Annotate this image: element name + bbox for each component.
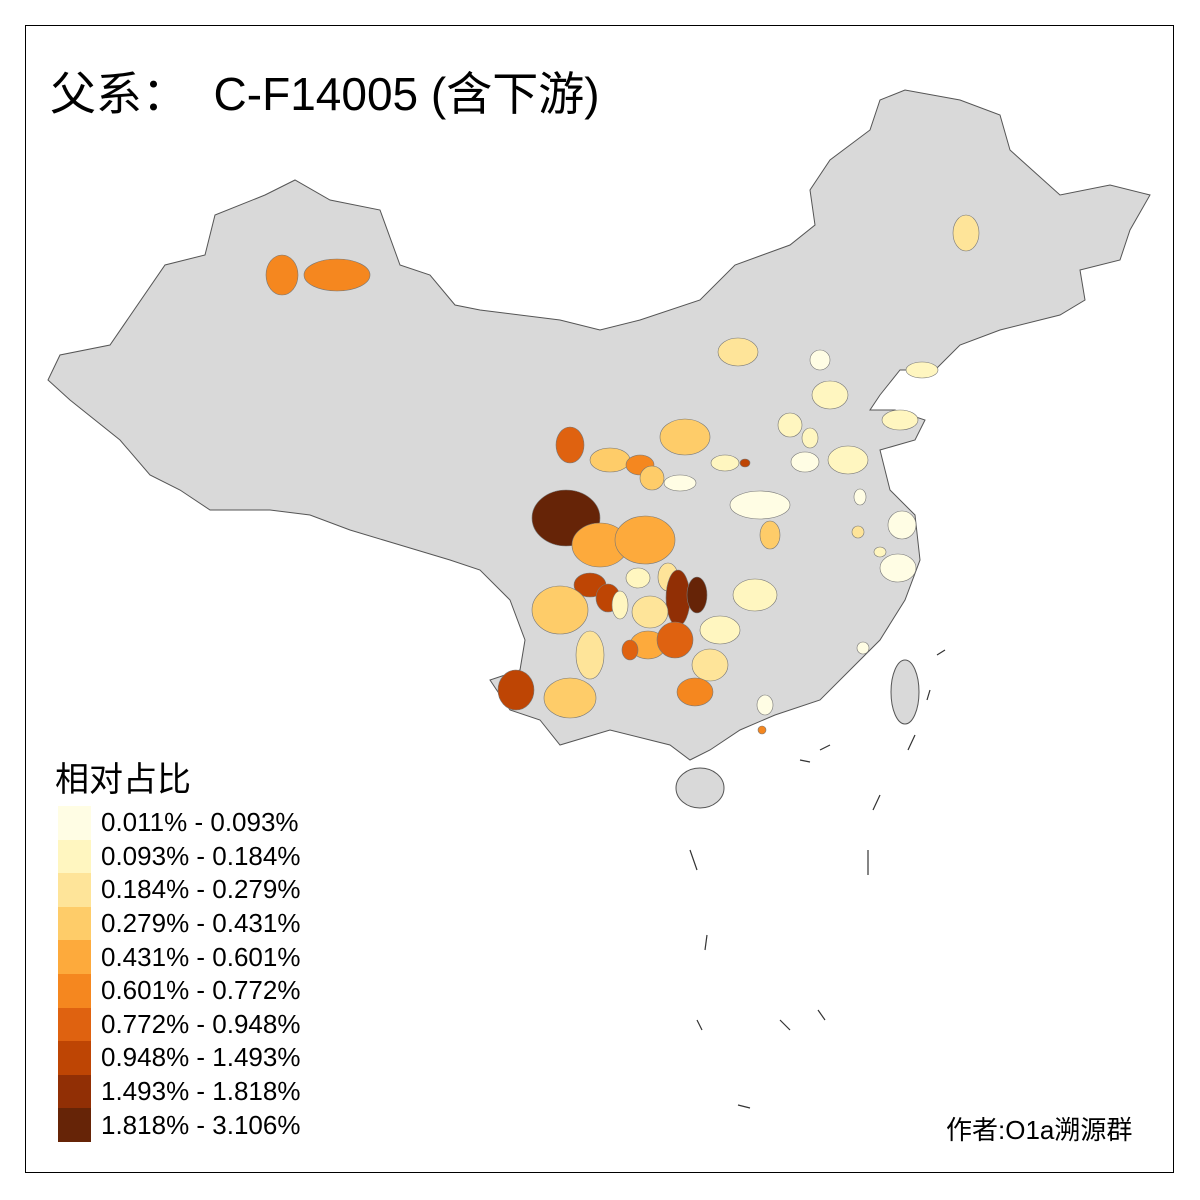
region-shape — [801, 427, 819, 449]
legend-item: 0.772% - 0.948% — [58, 1007, 301, 1042]
legend-title: 相对占比 — [55, 761, 191, 799]
legend-label: 0.948% - 1.493% — [101, 1042, 301, 1073]
region-shape — [873, 546, 887, 558]
legend-label: 0.279% - 0.431% — [101, 908, 301, 939]
region-shape — [856, 641, 870, 655]
boundary-dash — [817, 1009, 826, 1021]
author-credit: 作者:O1a溯源群 — [946, 1115, 1133, 1145]
region-shape — [905, 361, 939, 379]
region-shape — [531, 585, 589, 635]
region-shape — [631, 595, 669, 629]
boundary-dash — [819, 744, 831, 751]
legend-item: 0.011% - 0.093% — [58, 806, 300, 840]
region-shape — [589, 447, 631, 473]
legend-label: 1.493% - 1.818% — [101, 1076, 301, 1107]
region-shape — [575, 630, 605, 680]
region-shape — [611, 590, 629, 620]
map-title: 父系： C-F14005 (含下游) — [50, 68, 600, 120]
legend-swatch — [58, 806, 91, 840]
legend-swatch — [58, 1007, 91, 1042]
region-shape — [265, 254, 299, 296]
legend-item: 0.431% - 0.601% — [58, 940, 300, 974]
region-shape — [659, 418, 711, 456]
region-shape — [639, 465, 665, 491]
region-shape — [881, 409, 919, 431]
legend: 0.011% - 0.093% 0.093% - 0.184% 0.184% - 0… — [58, 806, 300, 1142]
boundary-dash — [926, 689, 931, 701]
legend-item: 0.601% - 0.772% — [58, 973, 301, 1008]
boundary-dash — [689, 849, 698, 871]
region-shape — [887, 510, 917, 540]
region-shape — [665, 569, 691, 627]
legend-swatch — [58, 1108, 91, 1142]
region-shape — [625, 567, 651, 589]
region-shape — [699, 615, 741, 645]
region-shape — [303, 258, 371, 292]
legend-item: 1.493% - 1.818% — [58, 1074, 301, 1109]
legend-label: 1.818% - 3.106% — [101, 1109, 301, 1140]
region-shape — [853, 488, 867, 506]
legend-label: 0.011% - 0.093% — [101, 807, 299, 838]
legend-swatch — [58, 839, 91, 874]
hainan-island — [675, 767, 725, 809]
region-shape — [663, 474, 697, 492]
region-shape — [729, 490, 791, 520]
region-shape — [811, 380, 849, 410]
legend-swatch — [58, 906, 91, 941]
legend-label: 0.431% - 0.601% — [101, 941, 301, 972]
region-shape — [790, 451, 820, 473]
region-shape — [809, 349, 831, 371]
region-shape — [739, 458, 751, 468]
region-shape — [851, 525, 865, 539]
legend-swatch — [58, 873, 91, 907]
region-shape — [614, 515, 676, 565]
region-shape — [497, 669, 535, 711]
legend-label: 0.093% - 0.184% — [101, 840, 301, 871]
boundary-dash — [872, 794, 881, 811]
boundary-dash — [779, 1019, 791, 1031]
region-shape — [827, 445, 869, 475]
region-shape — [756, 694, 774, 716]
legend-label: 0.772% - 0.948% — [101, 1008, 301, 1039]
legend-swatch — [58, 940, 91, 974]
taiwan-island — [890, 659, 920, 725]
legend-item: 0.279% - 0.431% — [58, 906, 301, 941]
legend-label: 0.184% - 0.279% — [101, 874, 301, 905]
region-shape — [732, 578, 778, 612]
region-shape — [777, 412, 803, 438]
region-shape — [543, 677, 597, 719]
map-frame — [25, 25, 1174, 1173]
boundary-dash — [936, 649, 946, 656]
legend-swatch — [58, 973, 91, 1008]
region-shape — [710, 454, 740, 472]
region-layer — [265, 214, 980, 735]
region-shape — [759, 520, 781, 550]
legend-item: 1.818% - 3.106% — [58, 1108, 300, 1142]
region-shape — [879, 553, 917, 583]
region-shape — [555, 426, 585, 464]
boundary-dash — [704, 934, 708, 951]
region-shape — [717, 337, 759, 367]
legend-swatch — [58, 1074, 91, 1109]
legend-swatch — [58, 1041, 91, 1075]
region-shape — [686, 576, 708, 614]
region-shape — [952, 214, 980, 252]
region-shape — [676, 677, 714, 707]
boundary-dash — [799, 759, 811, 763]
boundary-dash — [696, 1019, 703, 1031]
south-sea-islands — [689, 649, 946, 1109]
legend-item: 0.948% - 1.493% — [58, 1041, 300, 1075]
legend-item: 0.093% - 0.184% — [58, 839, 301, 874]
region-shape — [757, 725, 767, 735]
boundary-dash — [907, 734, 916, 751]
region-shape — [621, 639, 639, 661]
legend-label: 0.601% - 0.772% — [101, 975, 301, 1006]
legend-item: 0.184% - 0.279% — [58, 873, 300, 907]
region-shape — [691, 648, 729, 682]
boundary-dash — [737, 1104, 751, 1109]
region-shape — [656, 621, 694, 659]
